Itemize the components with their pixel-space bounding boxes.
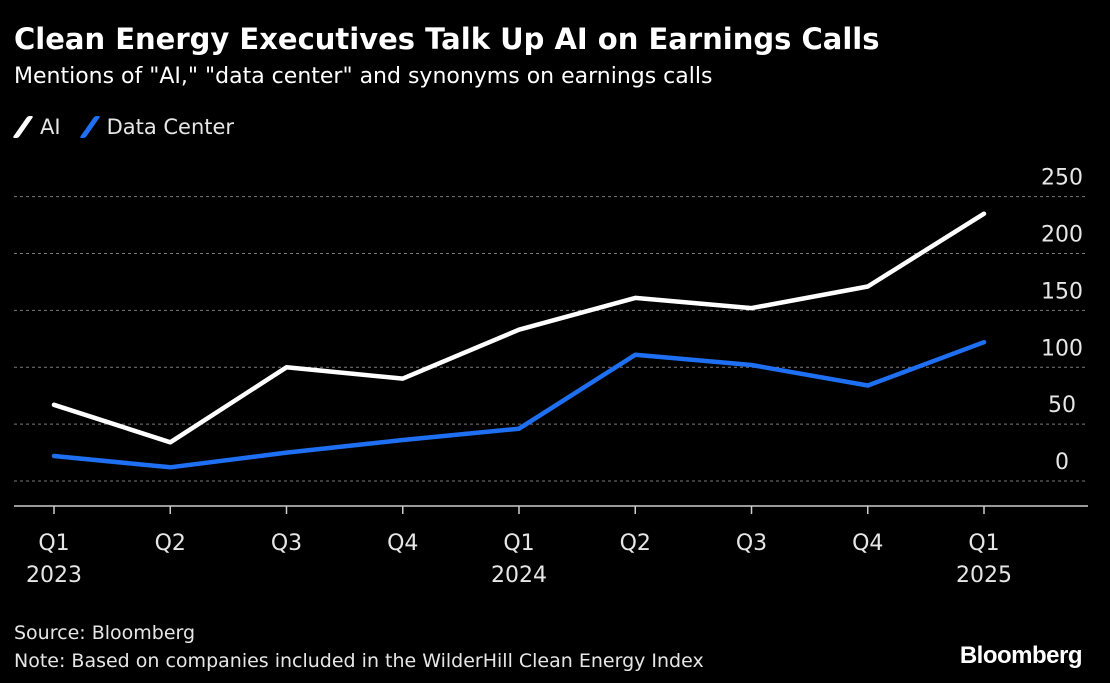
chart-title: Clean Energy Executives Talk Up AI on Ea… [14, 22, 880, 56]
series-line-data-center [51, 339, 987, 470]
x-axis: Q1 2023 Q2 Q3 Q4 Q1 2024 Q2 Q3 Q4 Q1 2025 [26, 506, 1012, 588]
y-tick-label-100: 100 [1041, 336, 1083, 361]
x-tick-label-7: Q4 [852, 531, 883, 556]
point-data-center-7 [866, 383, 870, 387]
point-ai-3 [401, 377, 405, 381]
point-ai-8 [982, 212, 986, 216]
x-tick-label-2: Q3 [271, 531, 302, 556]
point-ai-1 [168, 440, 172, 444]
x-tick-label-5: Q2 [620, 531, 651, 556]
legend-item-data-center: Data Center [78, 115, 235, 139]
x-tick-label-0: Q1 [38, 531, 69, 556]
point-ai-4 [517, 328, 521, 332]
x-tick-label-3: Q4 [387, 531, 418, 556]
x-tick-label-4: Q1 [503, 531, 534, 556]
chart-subtitle: Mentions of "AI," "data center" and syno… [14, 64, 713, 89]
legend-label-ai: AI [40, 115, 61, 139]
point-ai-7 [866, 285, 870, 289]
point-data-center-6 [750, 363, 753, 367]
y-tick-label-50: 50 [1048, 393, 1076, 418]
series-layer [51, 211, 987, 470]
point-data-center-3 [401, 438, 405, 442]
x-tick-year-4: 2024 [491, 563, 547, 588]
x-tick-label-8: Q1 [968, 531, 999, 556]
y-axis: 0 50 100 150 200 250 [1041, 166, 1083, 475]
y-tick-label-150: 150 [1041, 279, 1083, 304]
y-tick-label-0: 0 [1055, 450, 1069, 475]
x-tick-year-0: 2023 [26, 563, 82, 588]
point-ai-5 [633, 296, 637, 300]
y-tick-label-200: 200 [1041, 223, 1083, 248]
legend: AI Data Center [12, 115, 254, 139]
point-ai-6 [750, 306, 753, 310]
series-line-ai [51, 211, 987, 445]
point-data-center-2 [285, 451, 288, 455]
footnote: Note: Based on companies included in the… [14, 650, 704, 672]
point-data-center-4 [517, 427, 521, 431]
legend-item-ai: AI [12, 115, 61, 139]
x-tick-label-1: Q2 [155, 531, 186, 556]
point-ai-0 [52, 403, 56, 407]
source-note: Source: Bloomberg [14, 622, 196, 644]
point-data-center-0 [52, 454, 56, 458]
legend-label-data-center: Data Center [106, 115, 235, 139]
point-ai-2 [285, 365, 288, 369]
bloomberg-logo: Bloomberg [959, 642, 1083, 669]
grid-layer [14, 196, 1088, 482]
x-tick-label-6: Q3 [736, 531, 767, 556]
y-tick-label-250: 250 [1041, 166, 1083, 191]
point-data-center-5 [633, 353, 637, 357]
x-tick-year-8: 2025 [956, 563, 1012, 588]
point-data-center-8 [982, 340, 986, 344]
point-data-center-1 [168, 465, 172, 469]
